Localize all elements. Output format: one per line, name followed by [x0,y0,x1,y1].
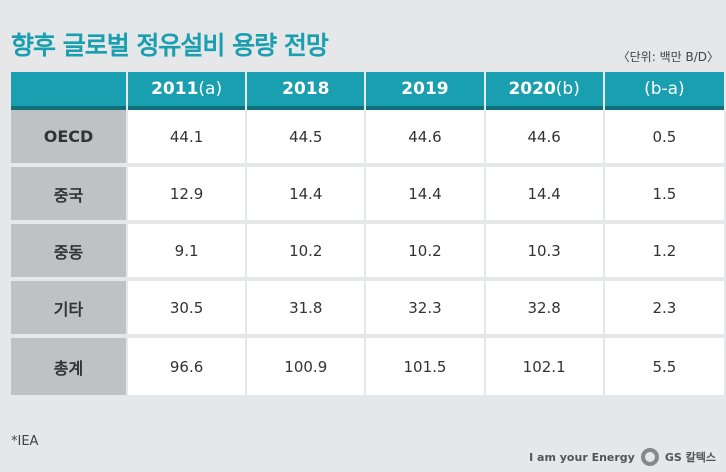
brand-footer: I am your Energy GS 칼텍스 [529,448,716,466]
table-cell: 32.8 [485,281,605,338]
table-cell: 96.6 [128,338,248,395]
table-cell: 10.3 [485,224,605,281]
column-header: 2018 [247,72,367,106]
gs-logo-icon [640,448,659,466]
table-cell: 14.4 [485,167,605,224]
table-row: 중국 12.9 14.4 14.4 14.4 1.5 [11,167,724,224]
header-accent [604,106,724,110]
column-header: 2019 [366,72,486,106]
table-cell: 44.1 [128,110,248,167]
row-label: 중동 [11,224,128,281]
source-note: *IEA [11,434,39,449]
table-cell: 14.4 [247,167,367,224]
table-cell: 0.5 [604,110,724,167]
table-cell: 44.5 [247,110,367,167]
table-cell: 100.9 [247,338,367,395]
corner-header-cell [11,72,128,106]
table-cell: 5.5 [604,338,724,395]
column-header-suffix: (a) [198,79,223,99]
brand-company: GS 칼텍스 [664,451,716,464]
column-header: 2011(a) [128,72,248,106]
table-cell: 9.1 [128,224,248,281]
column-header-main: 2020 [508,79,556,99]
header-accent [128,106,248,110]
header-accent [485,106,605,110]
row-label: 중국 [11,167,128,224]
table-row: 중동 9.1 10.2 10.2 10.3 1.2 [11,224,724,281]
table-cell: 32.3 [366,281,486,338]
unit-label: 〈단위: 백만 B/D〉 [617,50,719,64]
row-label: 기타 [11,281,128,338]
table-cell: 44.6 [366,110,486,167]
row-label: 총계 [11,338,128,395]
table-cell: 31.8 [247,281,367,338]
column-header-main: 2011 [151,79,199,99]
table-cell: 30.5 [128,281,248,338]
table-cell: 1.5 [604,167,724,224]
column-header-main: 2019 [401,79,449,99]
table-row: 기타 30.5 31.8 32.3 32.8 2.3 [11,281,724,338]
column-header-suffix: (b-a) [644,79,685,99]
table-cell: 101.5 [366,338,486,395]
table-cell: 12.9 [128,167,248,224]
table-cell: 10.2 [247,224,367,281]
table-row: 총계 96.6 100.9 101.5 102.1 5.5 [11,338,724,395]
table-cell: 2.3 [604,281,724,338]
table-cell: 44.6 [485,110,605,167]
table-cell: 14.4 [366,167,486,224]
capacity-table: 2011(a) 2018 2019 2020(b) (b-a) OECD 44.1 44.5… [11,72,724,395]
header-accent [366,106,486,110]
column-header: (b-a) [604,72,724,106]
page-title: 향후 글로벌 정유설비 용량 전망 [11,31,329,60]
table-row: OECD 44.1 44.5 44.6 44.6 0.5 [11,110,724,167]
column-header-main: 2018 [282,79,330,99]
table-cell: 1.2 [604,224,724,281]
row-label: OECD [11,110,128,167]
column-header: 2020(b) [485,72,605,106]
table-cell: 102.1 [485,338,605,395]
column-header-suffix: (b) [555,79,580,99]
header-accent [247,106,367,110]
table-cell: 10.2 [366,224,486,281]
brand-slogan: I am your Energy [529,450,635,464]
header-accent [11,106,128,110]
